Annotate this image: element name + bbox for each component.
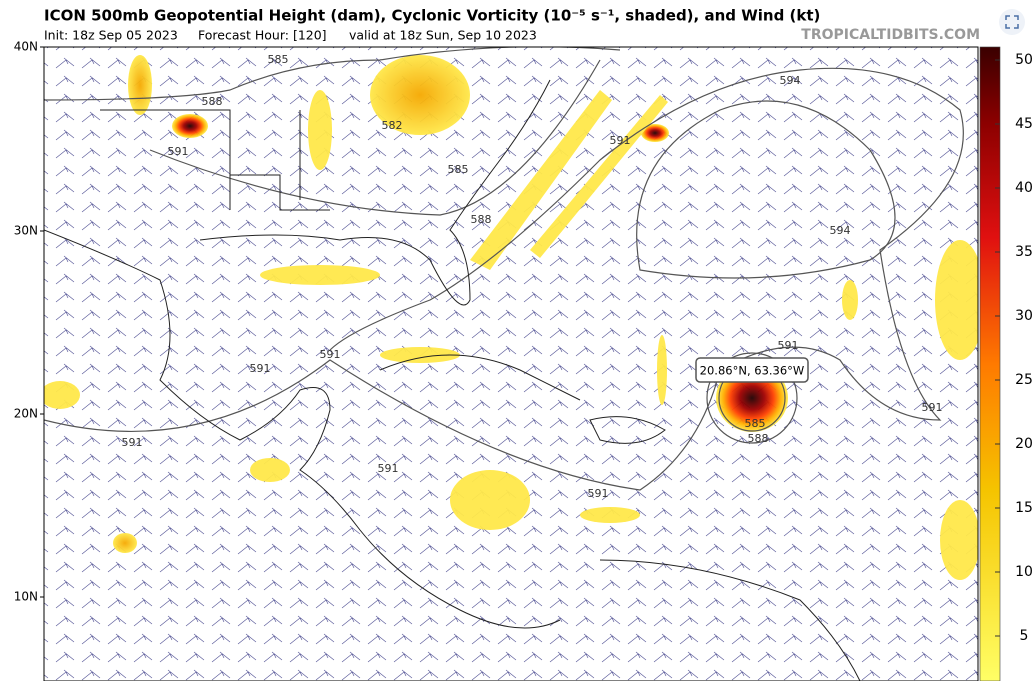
map [44,47,978,681]
latitude-label: 40N [14,40,38,54]
contour-label: 591 [250,362,271,375]
colorbar-tick-label: 5 [1020,628,1029,644]
coastlines [44,79,861,681]
colorbar-tick-label: 20 [1015,436,1033,452]
contour-label: 588 [471,213,492,226]
contour-label: 591 [922,401,943,414]
colorbar-tick-label: 50 [1015,52,1033,68]
title: ICON 500mb Geopotential Height (dam), Cy… [44,7,820,25]
colorbar-tick-label: 30 [1015,308,1033,324]
colorbar-tick-label: 45 [1015,116,1033,132]
contour-label: 591 [610,134,631,147]
contour-label: 588 [202,95,223,108]
contour-label: 591 [588,487,609,500]
contour-label: 594 [780,74,801,87]
contour-label: 591 [122,436,143,449]
wind-barbs [44,47,978,681]
contour-label: 585 [448,163,469,176]
forecast-hour: Forecast Hour: [120] [198,28,327,43]
colorbar [979,46,1001,681]
latitude-label: 30N [14,224,38,238]
watermark: TROPICALTIDBITS.COM [801,27,980,43]
colorbar-tick-label: 15 [1015,500,1033,516]
tooltip: 20.86°N, 63.36°W [695,357,809,383]
contour-label: 591 [778,339,799,352]
colorbar-tick-label: 10 [1015,564,1033,580]
colorbar-tick-label: 40 [1015,180,1033,196]
tooltip-text: 20.86°N, 63.36°W [700,364,805,378]
contour-label: 591 [320,348,341,361]
contour-label: 591 [378,462,399,475]
contour-label: 585 [268,53,289,66]
valid-time: valid at 18z Sun, Sep 10 2023 [349,28,537,43]
contour-label: 582 [382,119,403,132]
expand-icon[interactable] [999,9,1025,35]
latitude-label: 10N [14,590,38,604]
contour-label: 585 [745,417,766,430]
contour-label: 594 [830,224,851,237]
vorticity-shading [44,55,978,580]
map-frame [43,46,979,681]
contour-label: 591 [168,145,189,158]
colorbar-tick-label: 25 [1015,372,1033,388]
init: Init: 18z Sep 05 2023 [44,28,178,43]
latitude-label: 20N [14,407,38,421]
colorbar-tick-label: 35 [1015,244,1033,260]
contour-label: 588 [748,432,769,445]
